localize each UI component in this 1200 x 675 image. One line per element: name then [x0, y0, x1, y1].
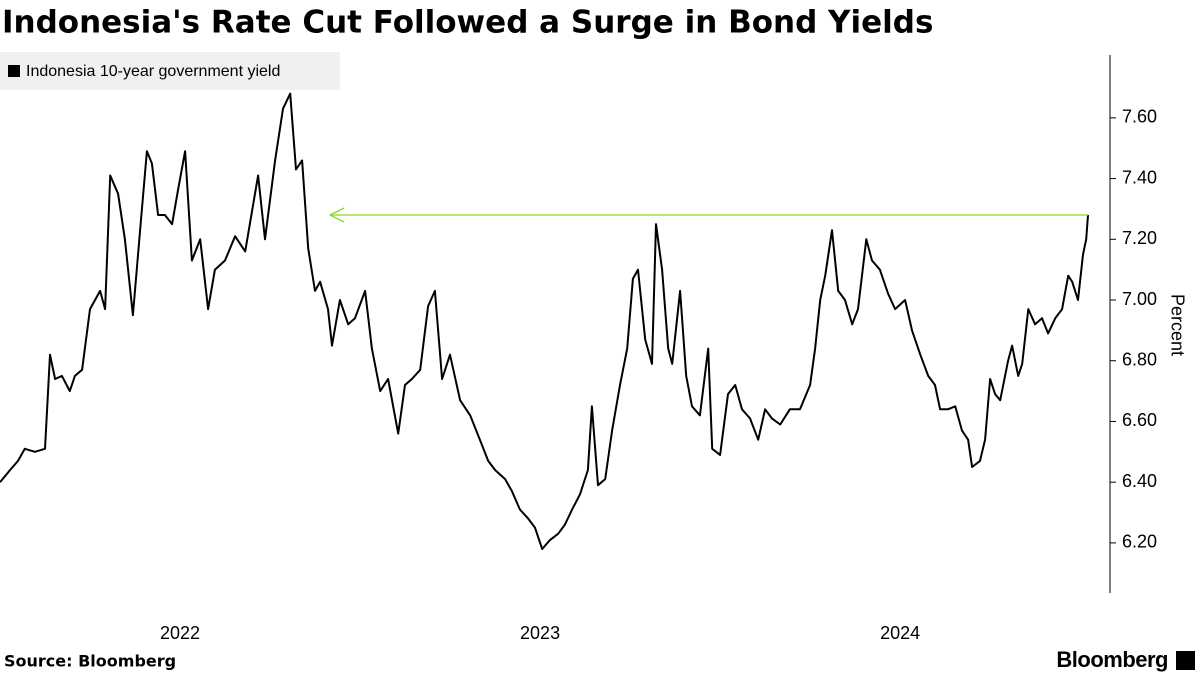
y-axis-label: Percent	[1167, 294, 1187, 356]
data-line	[0, 92, 1089, 550]
source: Source: Bloomberg	[4, 652, 176, 671]
y-tick-label: 7.40	[1122, 167, 1157, 187]
annotation-arrowhead	[328, 207, 345, 223]
y-tick-label: 7.00	[1122, 289, 1157, 309]
brand-icon	[1176, 651, 1195, 670]
y-tick-label: 6.40	[1122, 471, 1157, 491]
y-tick-label: 7.20	[1122, 228, 1157, 248]
y-tick-label: 6.80	[1122, 349, 1157, 369]
x-tick-label: 2024	[880, 623, 920, 643]
legend-swatch	[8, 65, 20, 77]
y-tick-label: 6.20	[1122, 532, 1157, 552]
chart-title: Indonesia's Rate Cut Followed a Surge in…	[2, 5, 933, 41]
legend-box	[0, 52, 340, 90]
x-tick-label: 2023	[520, 623, 560, 643]
brand: Bloomberg	[1056, 647, 1168, 672]
y-tick-label: 7.60	[1122, 107, 1157, 127]
legend-label: Indonesia 10-year government yield	[26, 63, 280, 80]
y-tick-label: 6.60	[1122, 410, 1157, 430]
x-tick-label: 2022	[160, 623, 200, 643]
